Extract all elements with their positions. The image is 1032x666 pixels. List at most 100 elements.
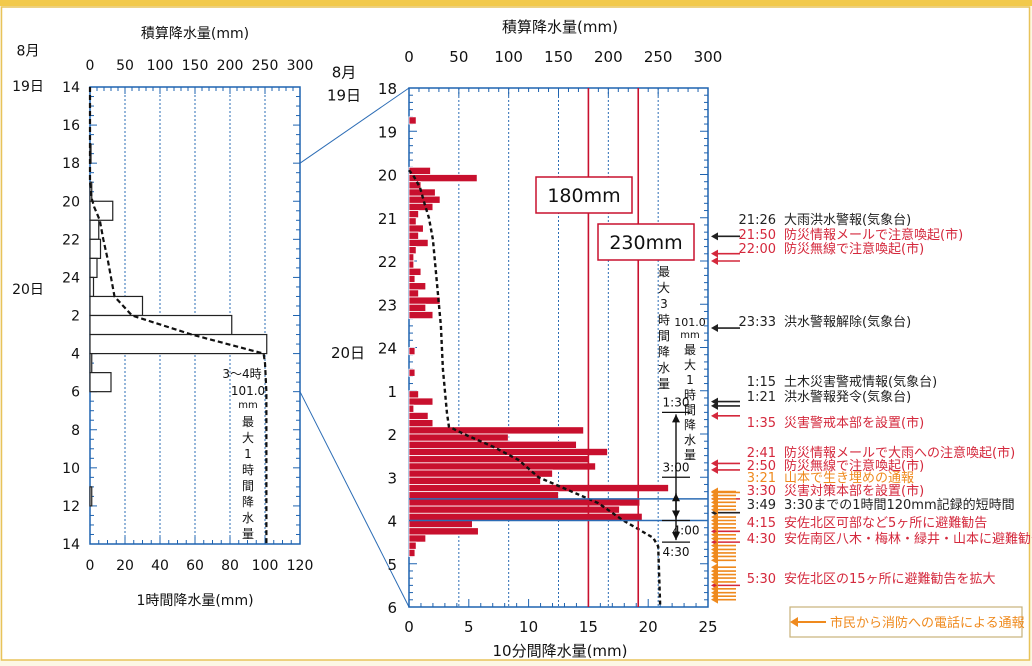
event-time: 5:30 <box>747 572 776 587</box>
event-time: 2:41 <box>747 446 776 461</box>
right-y-tick-label: 20 <box>378 167 397 185</box>
event-time: 23:33 <box>739 315 776 330</box>
right-10min-bar <box>408 527 479 536</box>
event-text: 大雨洪水警報(気象台) <box>784 212 911 228</box>
right-top-tick-label: 0 <box>404 48 414 66</box>
event-time: 3:21 <box>747 471 776 486</box>
right-10min-bar <box>408 484 669 493</box>
max3h-label-char: 3 <box>660 297 668 311</box>
right-bottom-tick-label: 15 <box>579 618 598 636</box>
ref-label-box-230 <box>597 223 695 261</box>
time-mark-label: 1:30 <box>663 395 690 409</box>
legend-box <box>789 606 1023 638</box>
left-hourly-bar <box>89 372 112 393</box>
right-y-tick-label: 2 <box>387 426 397 444</box>
right-10min-bar <box>408 246 417 255</box>
event-text: 防災情報メールで大雨への注意喚起(市) <box>784 445 1015 461</box>
left-annotation-label-char: 間 <box>242 479 254 493</box>
left-y-tick-label: 22 <box>62 232 80 248</box>
left-y-tick-label: 14 <box>62 537 80 553</box>
max3h-label-char: 大 <box>658 281 670 295</box>
right-10min-bar <box>408 368 416 377</box>
event-text: 防災情報メールで注意喚起(市) <box>784 227 963 243</box>
max3h-label-char: 最 <box>658 265 670 279</box>
right-10min-bar <box>408 303 427 312</box>
left-bottom-tick-label: 100 <box>252 558 279 574</box>
left-annotation-label-char: 大 <box>242 431 254 445</box>
right-y-tick-label: 5 <box>387 556 397 574</box>
left-bottom-tick-label: 120 <box>287 558 314 574</box>
left-y-tick-label: 18 <box>62 156 80 172</box>
max1h-label-char: 時 <box>684 388 696 402</box>
event-arrow-head <box>711 249 718 258</box>
max1h-label-char: 大 <box>684 358 696 372</box>
max3h-arrow-head-down <box>672 532 680 541</box>
max1h-label-char: 最 <box>684 343 696 357</box>
max3h-label-char: 降 <box>658 345 670 359</box>
event-text: 防災無線で注意喚起(市) <box>784 241 924 257</box>
max1h-arrow-head-down <box>672 510 680 519</box>
time-mark-label: 4:30 <box>663 545 690 559</box>
left-y-tick-label: 2 <box>71 309 80 325</box>
citizen-call-arrow-head <box>711 505 718 514</box>
left-y-tick-label: 20 <box>62 194 80 210</box>
left-y-tick-label: 6 <box>71 385 80 401</box>
event-time: 1:35 <box>747 416 776 431</box>
event-text: 3:30までの1時間120mm記録的短時間 <box>784 497 1015 513</box>
right-top-tick-label: 100 <box>494 48 523 66</box>
left-annotation-value: 101.0 <box>231 384 265 398</box>
right-bottom-tick-label: 0 <box>404 618 414 636</box>
right-10min-bar <box>408 426 585 435</box>
left-annotation-label-char: 水 <box>242 511 254 525</box>
left-annotation-time: 3～4時 <box>222 367 261 381</box>
right-y-tick-label: 21 <box>378 210 397 228</box>
left-bottom-tick-label: 60 <box>186 558 204 574</box>
right-y-tick-label: 24 <box>378 340 397 358</box>
legend-arrow-head <box>790 617 798 627</box>
left-bottom-tick-label: 40 <box>151 558 169 574</box>
event-text: 安佐北区の15ヶ所に避難勧告を拡大 <box>784 571 996 587</box>
right-bottom-tick-label: 5 <box>464 618 474 636</box>
left-y-tick-label: 24 <box>62 270 80 286</box>
event-text: 安佐北区可部など5ヶ所に避難勧告 <box>784 515 987 531</box>
right-10min-bar <box>408 397 434 406</box>
right-10min-bar <box>408 469 553 478</box>
citizen-call-arrow-head <box>711 523 718 532</box>
event-arrow-head <box>711 401 718 410</box>
zoom-connector-top <box>299 87 410 164</box>
right-10min-bar <box>408 275 416 284</box>
max1h-label-char: 量 <box>684 448 696 462</box>
left-bottom-tick-label: 80 <box>221 558 239 574</box>
citizen-call-arrow-head <box>711 595 718 604</box>
left-hourly-bar <box>89 333 268 355</box>
left-bottom-tick-label: 20 <box>116 558 134 574</box>
ref-label-box-180 <box>535 176 633 214</box>
right-10min-bar <box>408 166 431 175</box>
right-10min-bar <box>408 174 478 183</box>
left-hourly-bar <box>89 200 114 221</box>
event-text: 安佐南区八木・梅林・緑井・山本に避難勧告 <box>784 531 1032 547</box>
right-top-tick-label: 300 <box>694 48 723 66</box>
left-hourly-bar <box>89 219 100 240</box>
event-time: 1:21 <box>747 390 776 405</box>
left-bottom-tick-label: 0 <box>86 558 95 574</box>
left-day-label-19: 19日 <box>12 79 44 95</box>
event-time: 22:00 <box>739 242 776 257</box>
event-arrow-head <box>711 411 718 420</box>
right-10min-bar <box>408 512 643 521</box>
right-10min-bar <box>408 433 509 442</box>
legend-text: 市民から消防への電話による通報 <box>830 615 1025 631</box>
left-y-tick-label: 12 <box>62 499 80 515</box>
right-day-label-20: 20日 <box>331 344 365 362</box>
event-time: 21:50 <box>739 228 776 243</box>
left-top-tick-label: 200 <box>217 58 244 74</box>
max1h-unit: mm <box>680 330 699 341</box>
left-hourly-bar <box>89 276 95 298</box>
right-10min-bar <box>408 491 559 500</box>
right-y-tick-label: 23 <box>378 296 397 314</box>
max1h-label-char: 降 <box>684 418 696 432</box>
max1h-label-char: 間 <box>684 403 696 417</box>
right-y-tick-label: 22 <box>378 253 397 271</box>
